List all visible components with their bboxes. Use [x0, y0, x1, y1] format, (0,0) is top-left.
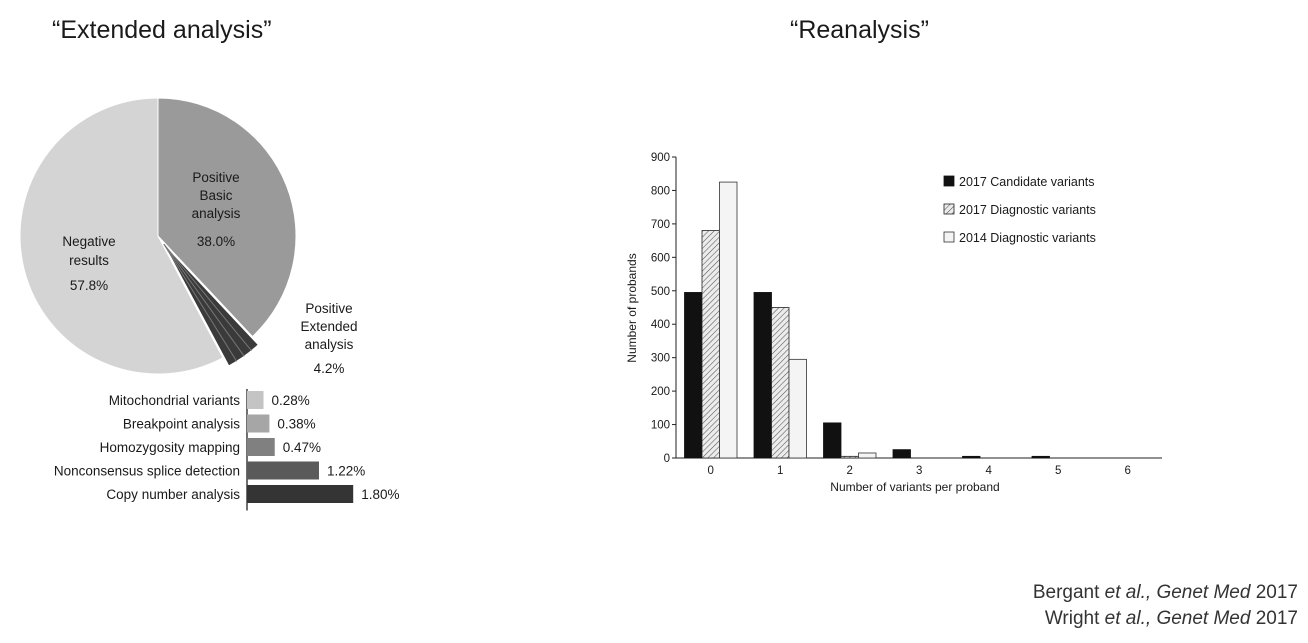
legend-label: 2017 Candidate variants — [959, 175, 1095, 189]
bar-solid-black — [684, 292, 703, 459]
legend-label: 2017 Diagnostic variants — [959, 203, 1096, 217]
citation-author: Wright — [1044, 608, 1100, 629]
pie-slice-label: analysis — [192, 206, 241, 221]
extended-analysis-bar-chart: Mitochondrial variants 0.28% Breakpoint an… — [54, 389, 399, 511]
pie-slice-label: Basic — [199, 188, 232, 203]
hbar-category-label: Copy number analysis — [106, 487, 240, 502]
reanalysis-bar-chart: 0 100 200 300 400 500 600 700 800 900 0 1 2 3 4 5 6 Numbe… — [625, 152, 1162, 494]
x-tick-label: 0 — [708, 465, 714, 477]
pie-slice-segment-line — [163, 243, 245, 357]
pie-slice-value: 57.8% — [70, 278, 108, 293]
bar-white — [788, 358, 807, 459]
pie-slice-label: Extended — [300, 319, 357, 334]
x-tick-label: 2 — [847, 465, 853, 477]
citation-journal: Genet Med — [1156, 582, 1251, 603]
y-tick-label: 300 — [651, 353, 670, 365]
bar-solid-black — [1031, 455, 1050, 459]
bar-hatched — [840, 455, 859, 459]
legend-swatch — [943, 203, 955, 215]
hbar-category-label: Mitochondrial variants — [109, 393, 241, 408]
bar-white — [719, 181, 738, 459]
hbar-value-label: 1.22% — [327, 464, 365, 479]
bar-white — [858, 452, 877, 459]
bar-hatched — [701, 230, 720, 459]
pie-slice-label: Positive — [305, 301, 352, 316]
hbar-category-label: Breakpoint analysis — [123, 417, 240, 432]
y-tick-label: 500 — [651, 286, 670, 298]
citation-wright: Wright et al., Genet Med 2017 — [1045, 608, 1298, 630]
bar-hatched — [771, 307, 790, 459]
y-tick-label: 400 — [651, 319, 670, 331]
hbar-bar — [247, 391, 264, 409]
pie-slice-label: results — [69, 253, 109, 268]
y-axis-label: Number of probands — [625, 253, 639, 362]
x-tick-label: 3 — [916, 465, 922, 477]
hbar-bar — [247, 461, 319, 480]
y-tick-label: 200 — [651, 386, 670, 398]
citation-year: 2017 — [1255, 608, 1298, 629]
hbar-value-label: 1.80% — [361, 487, 399, 502]
hbar-bar — [247, 438, 275, 456]
bar-solid-black — [892, 449, 911, 459]
x-tick-label: 4 — [986, 465, 993, 477]
citation-journal: Genet Med — [1156, 608, 1251, 629]
y-tick-label: 800 — [651, 185, 670, 197]
citation-etal: et al., — [1104, 608, 1152, 629]
legend-label: 2014 Diagnostic variants — [959, 231, 1096, 245]
y-tick-label: 700 — [651, 219, 670, 231]
hbar-category-label: Homozygosity mapping — [100, 440, 240, 455]
y-tick-label: 600 — [651, 252, 670, 264]
legend-swatch — [943, 175, 955, 187]
citation-author: Bergant — [1032, 582, 1100, 603]
pie-chart: Positive Basic analysis 38.0% Positive Extend… — [19, 97, 358, 376]
pie-slice — [157, 97, 297, 338]
hbar-value-label: 0.47% — [283, 440, 321, 455]
pie-slice-label: Positive — [192, 170, 239, 185]
pie-slice-segment-line — [163, 243, 238, 362]
citation-bergant: Bergant et al., Genet Med 2017 — [1033, 582, 1298, 604]
pie-slice-segment-line — [163, 243, 252, 352]
hbar-value-label: 0.28% — [272, 393, 310, 408]
pie-slice-value: 4.2% — [314, 361, 345, 376]
citation-etal: et al., — [1104, 582, 1152, 603]
hbar-bar — [247, 414, 270, 433]
hbar-bar — [247, 485, 354, 503]
pie-slice — [19, 97, 224, 375]
y-tick-label: 0 — [664, 453, 670, 465]
bar-solid-black — [753, 292, 772, 459]
bar-solid-black — [823, 422, 842, 459]
pie-slice-value: 38.0% — [197, 234, 235, 249]
x-tick-label: 5 — [1055, 465, 1061, 477]
hbar-category-label: Nonconsensus splice detection — [54, 464, 240, 479]
y-tick-label: 900 — [651, 152, 670, 164]
y-tick-label: 100 — [651, 420, 670, 432]
legend-swatch — [943, 231, 955, 243]
extended-analysis-title: “Extended analysis” — [52, 16, 272, 44]
x-tick-label: 6 — [1125, 465, 1131, 477]
citation-year: 2017 — [1255, 582, 1298, 603]
x-tick-label: 1 — [777, 465, 783, 477]
legend: 2017 Candidate variants 2017 Diagnostic v… — [943, 175, 1096, 245]
bar-solid-black — [962, 455, 981, 459]
reanalysis-title: “Reanalysis” — [790, 16, 929, 44]
pie-slice-label: Negative — [62, 234, 115, 249]
x-axis-label: Number of variants per proband — [830, 480, 999, 494]
pie-slice-label: analysis — [305, 337, 354, 352]
hbar-value-label: 0.38% — [277, 417, 315, 432]
